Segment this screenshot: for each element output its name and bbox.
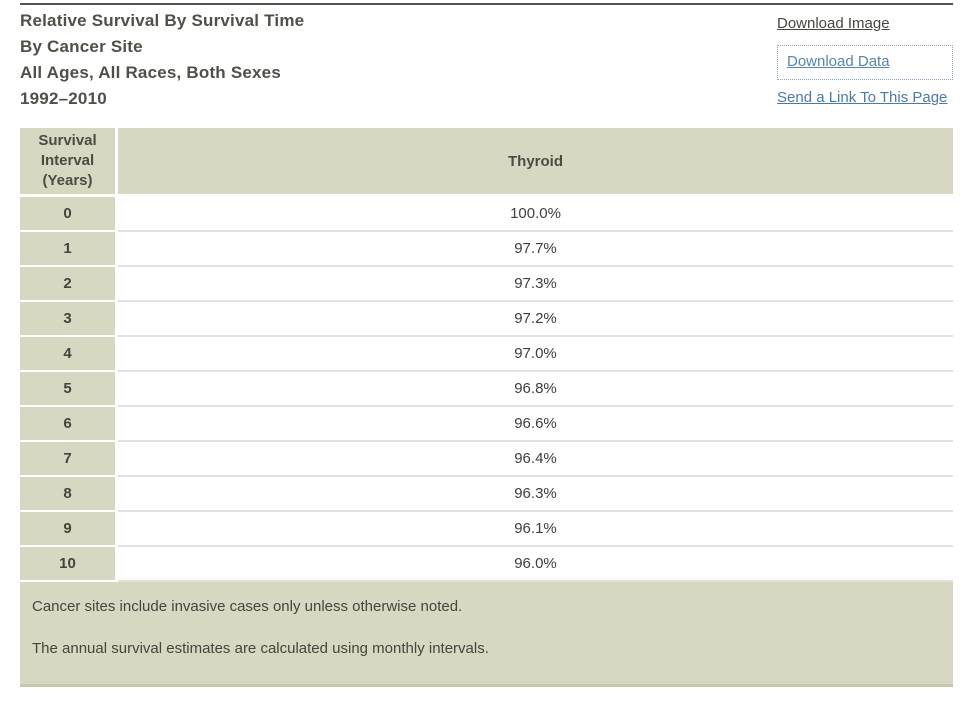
interval-cell: 1 — [20, 232, 115, 267]
footnote-1: Cancer sites include invasive cases only… — [32, 598, 463, 615]
interval-cell: 5 — [20, 372, 115, 407]
table-row: 2 97.3% — [20, 267, 953, 302]
title-line-4: 1992–2010 — [20, 89, 107, 108]
interval-cell: 2 — [20, 267, 115, 302]
interval-cell: 8 — [20, 477, 115, 512]
value-cell: 96.3% — [118, 477, 953, 512]
interval-cell: 7 — [20, 442, 115, 477]
download-image-link[interactable]: Download Image — [777, 15, 890, 32]
value-cell: 97.3% — [118, 267, 953, 302]
top-divider — [20, 3, 953, 5]
interval-cell: 10 — [20, 547, 115, 582]
survival-table: Survival Interval (Years) Thyroid 0 100.… — [20, 128, 953, 582]
table-row: 7 96.4% — [20, 442, 953, 477]
table-row: 0 100.0% — [20, 197, 953, 232]
footnotes: Cancer sites include invasive cases only… — [20, 582, 953, 687]
table-body: 0 100.0% 1 97.7% 2 97.3% 3 97.2% 4 97.0%… — [20, 197, 953, 582]
value-cell: 96.0% — [118, 547, 953, 582]
table-row: 6 96.6% — [20, 407, 953, 442]
value-cell: 97.7% — [118, 232, 953, 267]
interval-cell: 3 — [20, 302, 115, 337]
footnote-2: The annual survival estimates are calcul… — [32, 640, 489, 657]
table-row: 5 96.8% — [20, 372, 953, 407]
send-link-to-page-link[interactable]: Send a Link To This Page — [777, 89, 948, 106]
table-header-row: Survival Interval (Years) Thyroid — [20, 128, 953, 197]
table-row: 8 96.3% — [20, 477, 953, 512]
action-links: Download Image Download Data Send a Link… — [777, 8, 953, 112]
title-line-3: All Ages, All Races, Both Sexes — [20, 63, 281, 82]
value-cell: 100.0% — [118, 197, 953, 232]
header-cell-survival-interval: Survival Interval (Years) — [20, 128, 115, 197]
table-row: 1 97.7% — [20, 232, 953, 267]
interval-cell: 6 — [20, 407, 115, 442]
value-cell: 96.1% — [118, 512, 953, 547]
table-row: 9 96.1% — [20, 512, 953, 547]
title-line-1: Relative Survival By Survival Time — [20, 11, 305, 30]
table-row: 3 97.2% — [20, 302, 953, 337]
download-data-link[interactable]: Download Data — [787, 53, 890, 70]
title-line-2: By Cancer Site — [20, 37, 143, 56]
interval-cell: 0 — [20, 197, 115, 232]
value-cell: 97.2% — [118, 302, 953, 337]
table-row: 4 97.0% — [20, 337, 953, 372]
value-cell: 96.8% — [118, 372, 953, 407]
download-data-focus-box: Download Data — [777, 45, 953, 80]
value-cell: 96.4% — [118, 442, 953, 477]
interval-cell: 9 — [20, 512, 115, 547]
page-header: Relative Survival By Survival Time By Ca… — [20, 5, 953, 112]
header-cell-thyroid: Thyroid — [118, 128, 953, 197]
page-title: Relative Survival By Survival Time By Ca… — [20, 8, 304, 112]
value-cell: 96.6% — [118, 407, 953, 442]
table-row: 10 96.0% — [20, 547, 953, 582]
interval-cell: 4 — [20, 337, 115, 372]
content-container: Relative Survival By Survival Time By Ca… — [20, 0, 953, 687]
value-cell: 97.0% — [118, 337, 953, 372]
